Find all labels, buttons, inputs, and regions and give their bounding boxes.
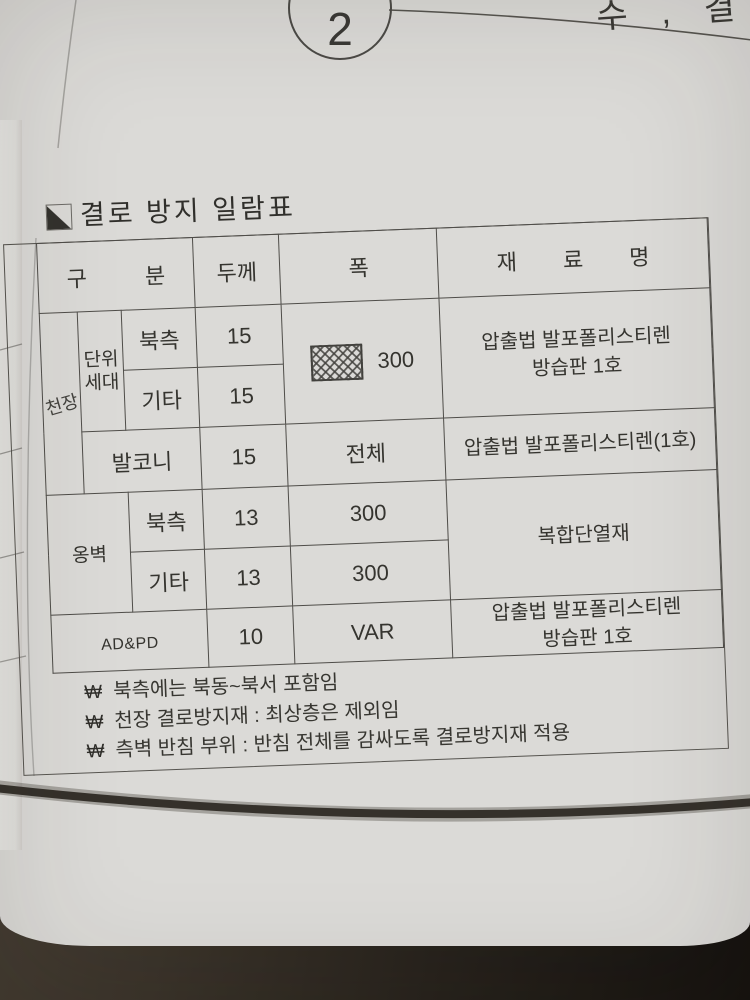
cell-width-var: VAR — [292, 599, 453, 664]
cell-width: 300 — [288, 479, 449, 546]
cell-side-other: 기타 — [123, 367, 200, 431]
header-thickness: 두께 — [192, 234, 282, 308]
cell-group-retaining-wall: 옹벽 — [46, 492, 133, 616]
width-value: 300 — [376, 346, 415, 373]
cell-thickness: 15 — [195, 304, 284, 368]
cell-thickness: 15 — [197, 364, 286, 428]
retaining-wall-label: 옹벽 — [71, 544, 108, 567]
cell-width-hatch-300: 300 — [281, 298, 444, 425]
header-material: 재 료 명 — [436, 217, 710, 299]
cell-thickness: 10 — [206, 605, 295, 668]
page-title: 결로 방지 일람표 — [79, 192, 297, 231]
cell-thickness: 13 — [204, 545, 293, 610]
header-width: 폭 — [278, 228, 439, 305]
material-text: 압출법 발포폴리스티렌(1호) — [463, 428, 697, 460]
cell-side-north: 북측 — [121, 307, 198, 371]
cell-width-whole: 전체 — [285, 418, 446, 487]
book-spine-pages — [0, 120, 22, 850]
condensation-prevention-table: 구 분 두께 폭 재 료 명 천장 단위세대 북측 15 300 압출법 발포폴… — [36, 217, 724, 674]
ad-pd-label: AD&PD — [100, 634, 160, 654]
corner-triangle-icon — [45, 203, 73, 231]
won-sign-bullet-icon: ₩ — [83, 681, 103, 704]
group-ceiling-label: 천장 — [43, 390, 81, 419]
won-sign-bullet-icon: ₩ — [86, 740, 105, 763]
cell-material-balcony: 압출법 발포폴리스티렌(1호) — [443, 407, 717, 480]
sheet-number: 2 — [327, 3, 353, 55]
cell-side-other: 기타 — [130, 549, 207, 613]
cell-side-north: 북측 — [128, 489, 205, 553]
cell-group-ad-pd: AD&PD — [50, 609, 209, 674]
crosshatch-swatch-icon — [309, 343, 364, 382]
header-category: 구 분 — [36, 237, 196, 314]
cell-subgroup-unit-household: 단위세대 — [77, 310, 126, 432]
cell-thickness: 15 — [199, 424, 289, 490]
cell-balcony-label: 발코니 — [81, 427, 203, 494]
cell-material-unit: 압출법 발포폴리스티렌 방습판 1호 — [438, 287, 715, 419]
unit-household-label: 단위세대 — [83, 348, 120, 394]
cell-thickness: 13 — [202, 486, 291, 550]
cell-material-composite: 복합단열재 — [445, 469, 722, 600]
cell-material-ad-pd: 압출법 발포폴리스티렌 방습판 1호 — [450, 589, 724, 658]
material-text: 복합단열재 — [537, 521, 631, 548]
cell-width: 300 — [290, 539, 451, 606]
footnotes: ₩ 북측에는 북동~북서 포함임 ₩ 천장 결로방지재 : 최상층은 제외임 ₩… — [84, 660, 571, 767]
won-sign-bullet-icon: ₩ — [85, 711, 104, 733]
